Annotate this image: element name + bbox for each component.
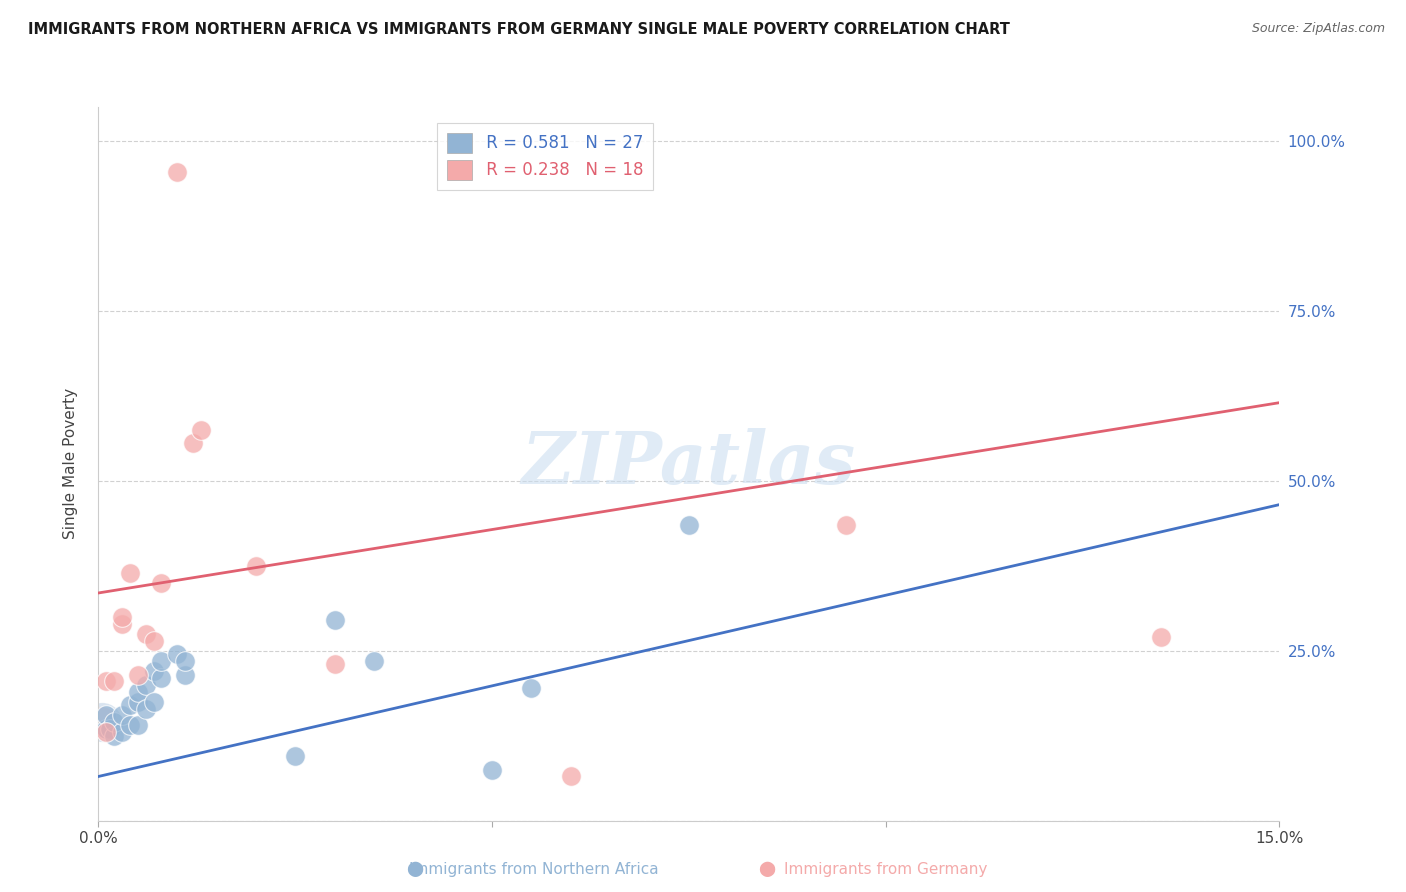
Text: Source: ZipAtlas.com: Source: ZipAtlas.com <box>1251 22 1385 36</box>
Legend:  R = 0.581   N = 27,  R = 0.238   N = 18: R = 0.581 N = 27, R = 0.238 N = 18 <box>437 122 654 190</box>
Point <box>98 722 121 736</box>
Point <box>190 423 212 437</box>
Point <box>111 725 134 739</box>
Point <box>127 684 149 698</box>
Point <box>150 654 173 668</box>
Point <box>118 698 141 712</box>
Point <box>166 164 188 178</box>
Point <box>96 722 118 736</box>
Point <box>150 575 173 590</box>
Point <box>835 518 858 533</box>
Point <box>284 749 307 764</box>
Point <box>560 769 582 783</box>
Point <box>111 708 134 723</box>
Point <box>103 674 125 689</box>
Y-axis label: Single Male Poverty: Single Male Poverty <box>63 388 77 540</box>
Point <box>96 725 118 739</box>
Point <box>127 695 149 709</box>
Point <box>481 763 503 777</box>
Point <box>135 701 157 715</box>
Point <box>103 729 125 743</box>
Point <box>1150 630 1173 644</box>
Point <box>174 654 197 668</box>
Point <box>174 667 197 681</box>
Point <box>150 671 173 685</box>
Point <box>166 647 188 661</box>
Point <box>91 715 114 730</box>
Point <box>323 613 346 627</box>
Point <box>111 616 134 631</box>
Text: ZIPatlas: ZIPatlas <box>522 428 856 500</box>
Text: Immigrants from Northern Africa: Immigrants from Northern Africa <box>409 863 659 877</box>
Text: Immigrants from Germany: Immigrants from Germany <box>785 863 987 877</box>
Point <box>118 718 141 732</box>
Point <box>135 678 157 692</box>
Point <box>111 609 134 624</box>
Point <box>142 695 165 709</box>
Point <box>135 626 157 640</box>
Point <box>96 708 118 723</box>
Point <box>678 518 700 533</box>
Point <box>142 633 165 648</box>
Point <box>127 718 149 732</box>
Text: IMMIGRANTS FROM NORTHERN AFRICA VS IMMIGRANTS FROM GERMANY SINGLE MALE POVERTY C: IMMIGRANTS FROM NORTHERN AFRICA VS IMMIG… <box>28 22 1010 37</box>
Point <box>96 674 118 689</box>
Point <box>118 566 141 580</box>
Point <box>181 436 204 450</box>
Point <box>103 715 125 730</box>
Point <box>245 558 267 573</box>
Point <box>127 667 149 681</box>
Point <box>520 681 543 695</box>
Point <box>91 715 114 730</box>
Point <box>142 664 165 678</box>
Text: ⬤: ⬤ <box>758 862 775 878</box>
Text: ⬤: ⬤ <box>406 862 423 878</box>
Point <box>323 657 346 672</box>
Point <box>363 654 385 668</box>
